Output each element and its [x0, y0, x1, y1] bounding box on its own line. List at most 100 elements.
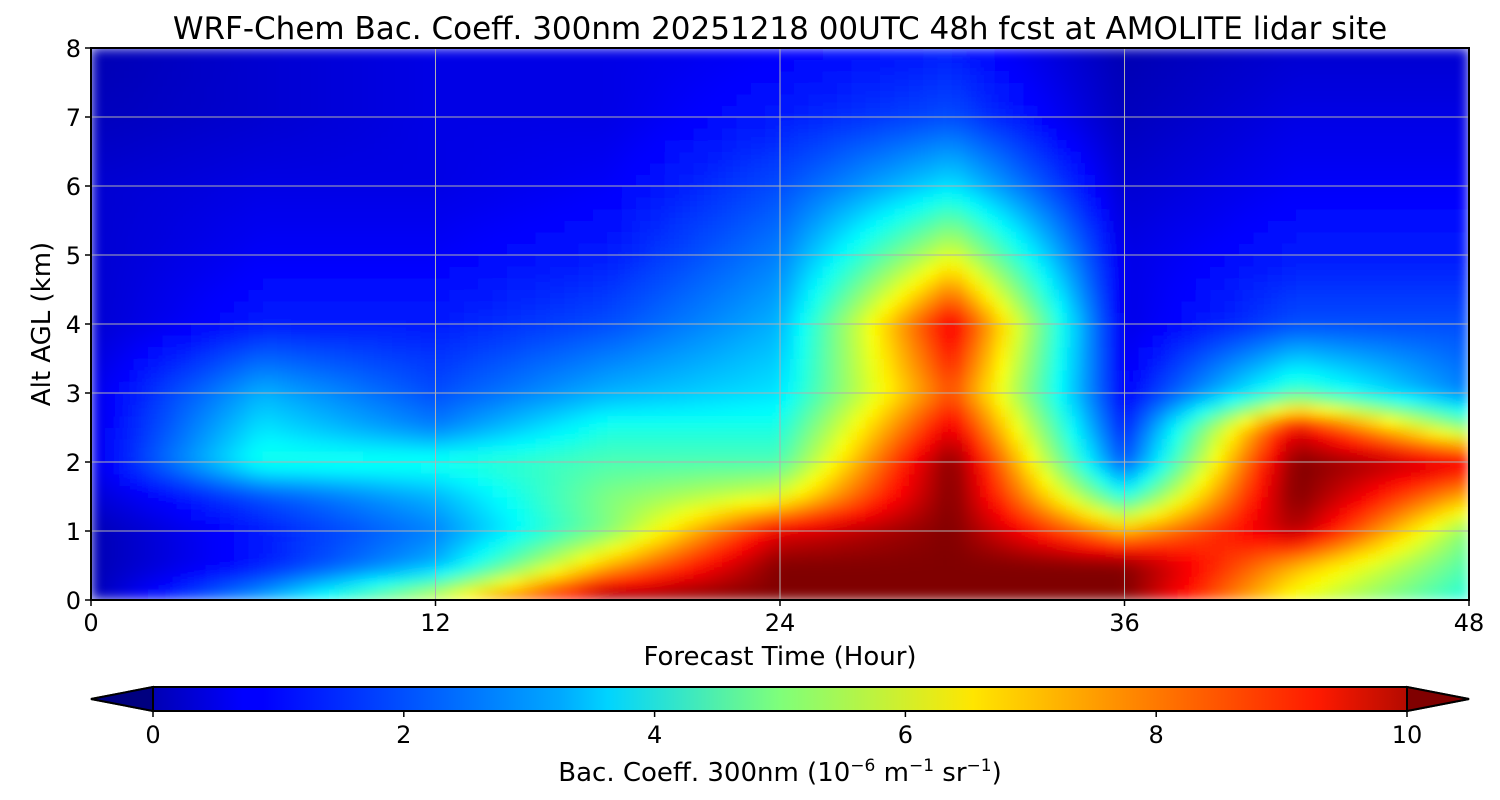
heatmap-cell — [219, 128, 236, 141]
heatmap-cell — [736, 197, 752, 210]
heatmap-cell — [334, 266, 350, 279]
heatmap-cell — [1411, 346, 1427, 359]
heatmap-cell — [650, 289, 666, 302]
heatmap-cell — [1310, 128, 1326, 141]
heatmap-cell — [248, 450, 264, 463]
heatmap-cell — [1023, 438, 1039, 451]
heatmap-cell — [162, 289, 178, 302]
heatmap-cell — [291, 93, 307, 106]
heatmap-cell — [635, 151, 652, 164]
heatmap-cell — [248, 289, 264, 302]
heatmap-cell — [750, 346, 767, 359]
heatmap-cell — [879, 473, 896, 486]
heatmap-cell — [449, 461, 465, 474]
heatmap-cell — [119, 300, 135, 313]
heatmap-cell — [635, 450, 652, 463]
heatmap-cell — [592, 473, 609, 486]
heatmap-cell — [1080, 392, 1097, 405]
heatmap-cell — [765, 105, 781, 118]
heatmap-cell — [1324, 415, 1341, 428]
heatmap-cell — [1124, 335, 1140, 348]
heatmap-cell — [736, 507, 752, 520]
heatmap-cell — [1195, 473, 1212, 486]
heatmap-cell — [91, 358, 106, 371]
heatmap-cell — [190, 565, 207, 578]
heatmap-cell — [1339, 300, 1355, 313]
heatmap-cell — [1368, 208, 1384, 221]
heatmap-cell — [1224, 128, 1240, 141]
heatmap-cell — [521, 300, 537, 313]
heatmap-cell — [1425, 530, 1441, 543]
heatmap-cell — [722, 151, 738, 164]
heatmap-cell — [147, 496, 164, 509]
heatmap-cell — [664, 381, 681, 394]
heatmap-cell — [463, 335, 480, 348]
heatmap-cell — [190, 128, 207, 141]
heatmap-cell — [1023, 243, 1039, 256]
heatmap-cell — [793, 392, 810, 405]
heatmap-cell — [679, 404, 695, 417]
heatmap-cell — [635, 185, 652, 198]
heatmap-cell — [1411, 427, 1427, 440]
heatmap-cell — [1281, 323, 1298, 336]
heatmap-cell — [305, 243, 322, 256]
heatmap-cell — [549, 565, 566, 578]
heatmap-cell — [1124, 93, 1140, 106]
heatmap-cell — [1296, 427, 1312, 440]
heatmap-cell — [1396, 277, 1413, 290]
heatmap-cell — [1238, 392, 1255, 405]
heatmap-cell — [420, 415, 436, 428]
heatmap-cell — [535, 174, 551, 187]
heatmap-cell — [808, 174, 824, 187]
heatmap-cell — [320, 461, 336, 474]
heatmap-cell — [506, 576, 523, 589]
heatmap-cell — [980, 323, 996, 336]
heatmap-cell — [91, 162, 106, 175]
heatmap-cell — [320, 243, 336, 256]
heatmap-cell — [607, 82, 623, 95]
heatmap-cell — [1382, 346, 1398, 359]
heatmap-cell — [1339, 392, 1355, 405]
heatmap-cell — [521, 553, 537, 566]
heatmap-cell — [707, 277, 724, 290]
heatmap-cell — [435, 392, 451, 405]
heatmap-cell — [592, 381, 609, 394]
heatmap-cell — [334, 323, 350, 336]
heatmap-cell — [1267, 438, 1283, 451]
heatmap-cell — [793, 59, 810, 72]
heatmap-cell — [1037, 208, 1054, 221]
heatmap-cell — [104, 231, 121, 244]
heatmap-cell — [1023, 553, 1039, 566]
heatmap-cell — [664, 335, 681, 348]
heatmap-cell — [377, 151, 393, 164]
heatmap-cell — [219, 576, 236, 589]
heatmap-cell — [1224, 185, 1240, 198]
heatmap-cell — [1353, 82, 1370, 95]
heatmap-cell — [765, 381, 781, 394]
heatmap-cell — [262, 277, 279, 290]
heatmap-cell — [1152, 542, 1169, 555]
heatmap-cell — [248, 105, 264, 118]
heatmap-cell — [1425, 151, 1441, 164]
heatmap-cell — [91, 208, 106, 221]
heatmap-cell — [435, 48, 451, 60]
heatmap-cell — [980, 404, 996, 417]
heatmap-cell — [1324, 105, 1341, 118]
heatmap-cell — [521, 530, 537, 543]
heatmap-cell — [377, 565, 393, 578]
heatmap-cell — [1339, 484, 1355, 497]
heatmap-cell — [635, 496, 652, 509]
heatmap-cell — [664, 162, 681, 175]
heatmap-cell — [1095, 243, 1111, 256]
heatmap-cell — [836, 289, 853, 302]
heatmap-cell — [564, 220, 580, 233]
heatmap-cell — [564, 358, 580, 371]
heatmap-cell — [1324, 496, 1341, 509]
heatmap-cell — [248, 576, 264, 589]
heatmap-cell — [1267, 404, 1283, 417]
heatmap-cell — [1411, 530, 1427, 543]
heatmap-cell — [1425, 519, 1441, 532]
heatmap-cell — [679, 358, 695, 371]
heatmap-cell — [1224, 82, 1240, 95]
heatmap-cell — [1109, 530, 1125, 543]
